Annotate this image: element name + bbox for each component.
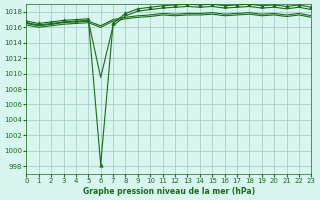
X-axis label: Graphe pression niveau de la mer (hPa): Graphe pression niveau de la mer (hPa) <box>83 187 255 196</box>
